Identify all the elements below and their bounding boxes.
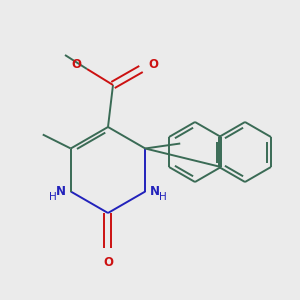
Text: O: O [103, 256, 113, 268]
Text: H: H [159, 193, 167, 202]
Text: N: N [56, 185, 66, 198]
Text: H: H [49, 193, 57, 202]
Text: N: N [150, 185, 160, 198]
Text: O: O [71, 58, 81, 71]
Text: O: O [148, 58, 158, 71]
